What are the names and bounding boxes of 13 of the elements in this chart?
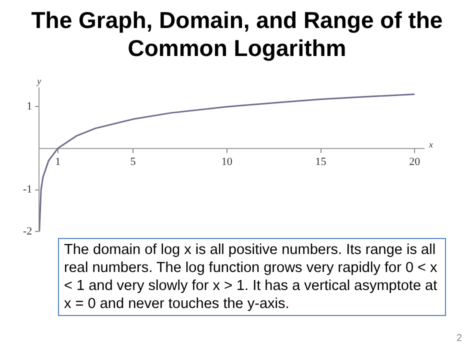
y-axis-title: y [36, 76, 42, 86]
text: 2 [456, 333, 462, 344]
x-tick-label: 20 [409, 156, 421, 168]
x-tick-label: 5 [130, 156, 136, 168]
y-tick-label: -1 [22, 184, 32, 196]
text: The domain of log x is all positive numbers. Its range is all real numbers. The log function grows very rapidly for 0 < x < 1 and very slowly for x > 1. It has a vertical asymptote at x = 0 and never touches the y-axis. [58, 238, 446, 316]
chart-title: The Graph, Domain, and Range of the Common Logarithm [30, 6, 444, 62]
x-tick-label: 10 [221, 156, 233, 168]
y-tick-label: 1 [26, 100, 32, 113]
x-tick-label: 15 [315, 156, 327, 168]
y-tick-label: -2 [22, 225, 32, 238]
x-tick-label: 1 [55, 156, 61, 168]
x-axis-title: x [428, 140, 433, 150]
